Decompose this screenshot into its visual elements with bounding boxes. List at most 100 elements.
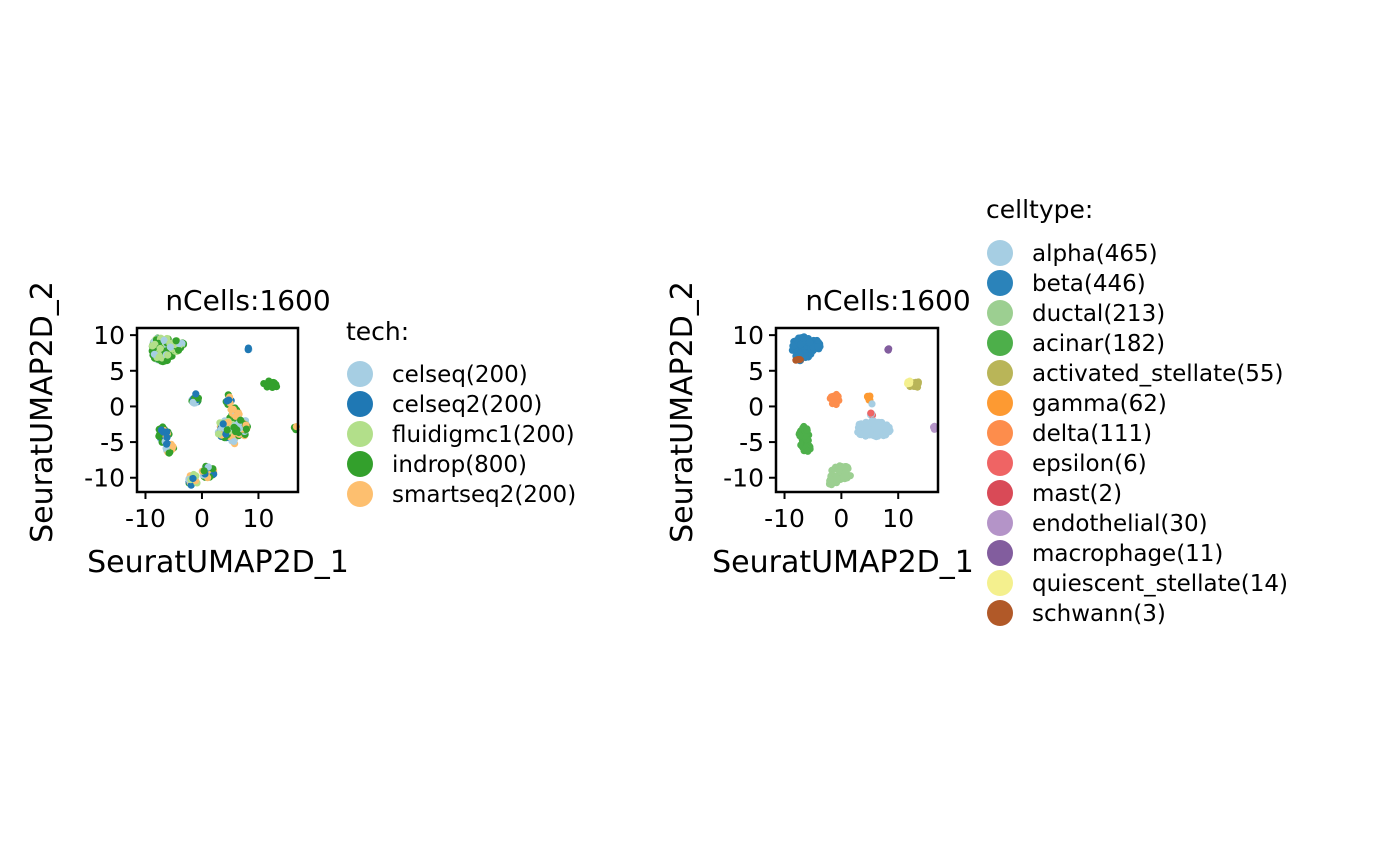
data-point bbox=[842, 467, 850, 475]
legend-swatch bbox=[987, 510, 1013, 536]
data-point bbox=[163, 356, 171, 365]
data-point bbox=[230, 423, 238, 431]
data-point bbox=[803, 426, 811, 434]
y-tick-label: -5 bbox=[739, 428, 764, 457]
y-tick-label: -10 bbox=[723, 464, 764, 493]
data-point bbox=[833, 475, 841, 483]
data-point bbox=[232, 412, 240, 420]
legend-swatch bbox=[987, 420, 1013, 446]
data-point bbox=[862, 430, 870, 438]
data-point bbox=[163, 433, 171, 441]
legend-swatch bbox=[987, 330, 1013, 356]
data-point bbox=[219, 420, 227, 428]
legend-item-label: macrophage(11) bbox=[1032, 541, 1223, 567]
celltype-umap-panel: -10 0 10 10 5 0 -5 -10 nCells:1600 SeuratUMAP2D_1… bbox=[665, 195, 1288, 627]
legend-swatch bbox=[347, 481, 373, 507]
plot-border bbox=[135, 326, 300, 494]
legend-swatch bbox=[987, 480, 1013, 506]
y-tick-label: 5 bbox=[109, 357, 125, 386]
legend-item-label: mast(2) bbox=[1032, 481, 1122, 507]
legend-item-label: celseq(200) bbox=[392, 362, 528, 388]
data-point bbox=[828, 400, 837, 408]
legend: celltype: alpha(465) beta(446) ductal(213) a… bbox=[986, 195, 1288, 627]
x-tick-label: -10 bbox=[125, 504, 166, 533]
plot-border bbox=[774, 326, 940, 494]
y-axis-label: SeuratUMAP2D_2 bbox=[665, 281, 700, 543]
data-point bbox=[165, 449, 173, 457]
data-point bbox=[200, 467, 208, 475]
data-point bbox=[797, 340, 805, 349]
legend-item-label: endothelial(30) bbox=[1032, 511, 1208, 537]
data-point bbox=[867, 409, 875, 417]
data-point bbox=[796, 432, 804, 440]
data-point bbox=[175, 346, 183, 354]
data-point bbox=[166, 343, 175, 351]
data-point bbox=[838, 463, 846, 471]
data-point bbox=[906, 377, 914, 385]
legend-item-label: fluidigmc1(200) bbox=[392, 422, 575, 448]
y-axis-label: SeuratUMAP2D_2 bbox=[25, 281, 60, 543]
x-tick-label: -10 bbox=[764, 504, 805, 533]
legend-swatch bbox=[987, 270, 1013, 296]
legend-swatch bbox=[987, 300, 1013, 326]
x-tick-label: 10 bbox=[243, 504, 275, 533]
plot-title: nCells:1600 bbox=[805, 284, 970, 317]
data-point bbox=[189, 398, 197, 406]
data-point bbox=[885, 423, 893, 431]
data-point bbox=[159, 428, 167, 436]
x-tick-label: 0 bbox=[833, 504, 849, 533]
data-point bbox=[826, 475, 835, 483]
y-tick-label: 0 bbox=[748, 392, 764, 421]
legend-title: celltype: bbox=[986, 195, 1093, 224]
data-point bbox=[214, 430, 223, 438]
y-tick-label: -10 bbox=[84, 464, 125, 493]
data-point bbox=[169, 442, 177, 451]
data-point bbox=[242, 425, 250, 433]
legend-item-label: schwann(3) bbox=[1032, 601, 1166, 627]
data-point bbox=[225, 396, 233, 404]
data-point bbox=[827, 393, 836, 401]
y-tick-label: 0 bbox=[109, 392, 125, 421]
legend-swatch bbox=[347, 361, 373, 387]
legend-item-label: epsilon(6) bbox=[1032, 451, 1147, 477]
legend-swatch bbox=[987, 450, 1013, 476]
y-tick-label: 10 bbox=[732, 321, 764, 350]
x-axis-label: SeuratUMAP2D_1 bbox=[712, 545, 974, 580]
data-point bbox=[874, 422, 882, 430]
legend-item-label: indrop(800) bbox=[392, 452, 527, 478]
legend-item-label: acinar(182) bbox=[1032, 331, 1165, 357]
data-point bbox=[148, 342, 156, 350]
data-point bbox=[912, 380, 920, 388]
legend-item-label: quiescent_stellate(14) bbox=[1032, 571, 1288, 597]
legend-swatch bbox=[987, 390, 1013, 416]
plot-title: nCells:1600 bbox=[165, 284, 330, 317]
y-tick-label: -5 bbox=[100, 428, 125, 457]
x-tick-label: 10 bbox=[882, 504, 914, 533]
data-point bbox=[868, 400, 876, 408]
data-point bbox=[172, 337, 180, 345]
legend-item-label: beta(446) bbox=[1032, 271, 1146, 297]
legend-item-label: delta(111) bbox=[1032, 421, 1152, 447]
data-point bbox=[187, 481, 195, 489]
legend-item-label: ductal(213) bbox=[1032, 301, 1165, 327]
tech-umap-panel: -10 0 10 10 5 0 -5 -10 nCells:1600 SeuratUMAP2D_1… bbox=[25, 281, 576, 580]
data-point bbox=[864, 393, 872, 401]
data-point bbox=[223, 426, 231, 434]
scatter-points bbox=[148, 334, 300, 489]
legend-item-label: smartseq2(200) bbox=[392, 482, 576, 508]
data-point bbox=[884, 346, 892, 354]
x-axis-label: SeuratUMAP2D_1 bbox=[87, 545, 349, 580]
data-point bbox=[189, 474, 197, 483]
x-tick-label: 0 bbox=[194, 504, 210, 533]
legend-swatch bbox=[987, 360, 1013, 386]
data-point bbox=[156, 344, 164, 353]
data-point bbox=[229, 405, 237, 413]
scatter-points bbox=[788, 333, 939, 489]
legend-item-label: celseq2(200) bbox=[392, 392, 542, 418]
data-point bbox=[806, 338, 814, 347]
legend-swatch bbox=[347, 421, 373, 447]
legend-swatch bbox=[347, 391, 373, 417]
data-point bbox=[872, 431, 880, 439]
legend-item-label: alpha(465) bbox=[1032, 241, 1158, 267]
